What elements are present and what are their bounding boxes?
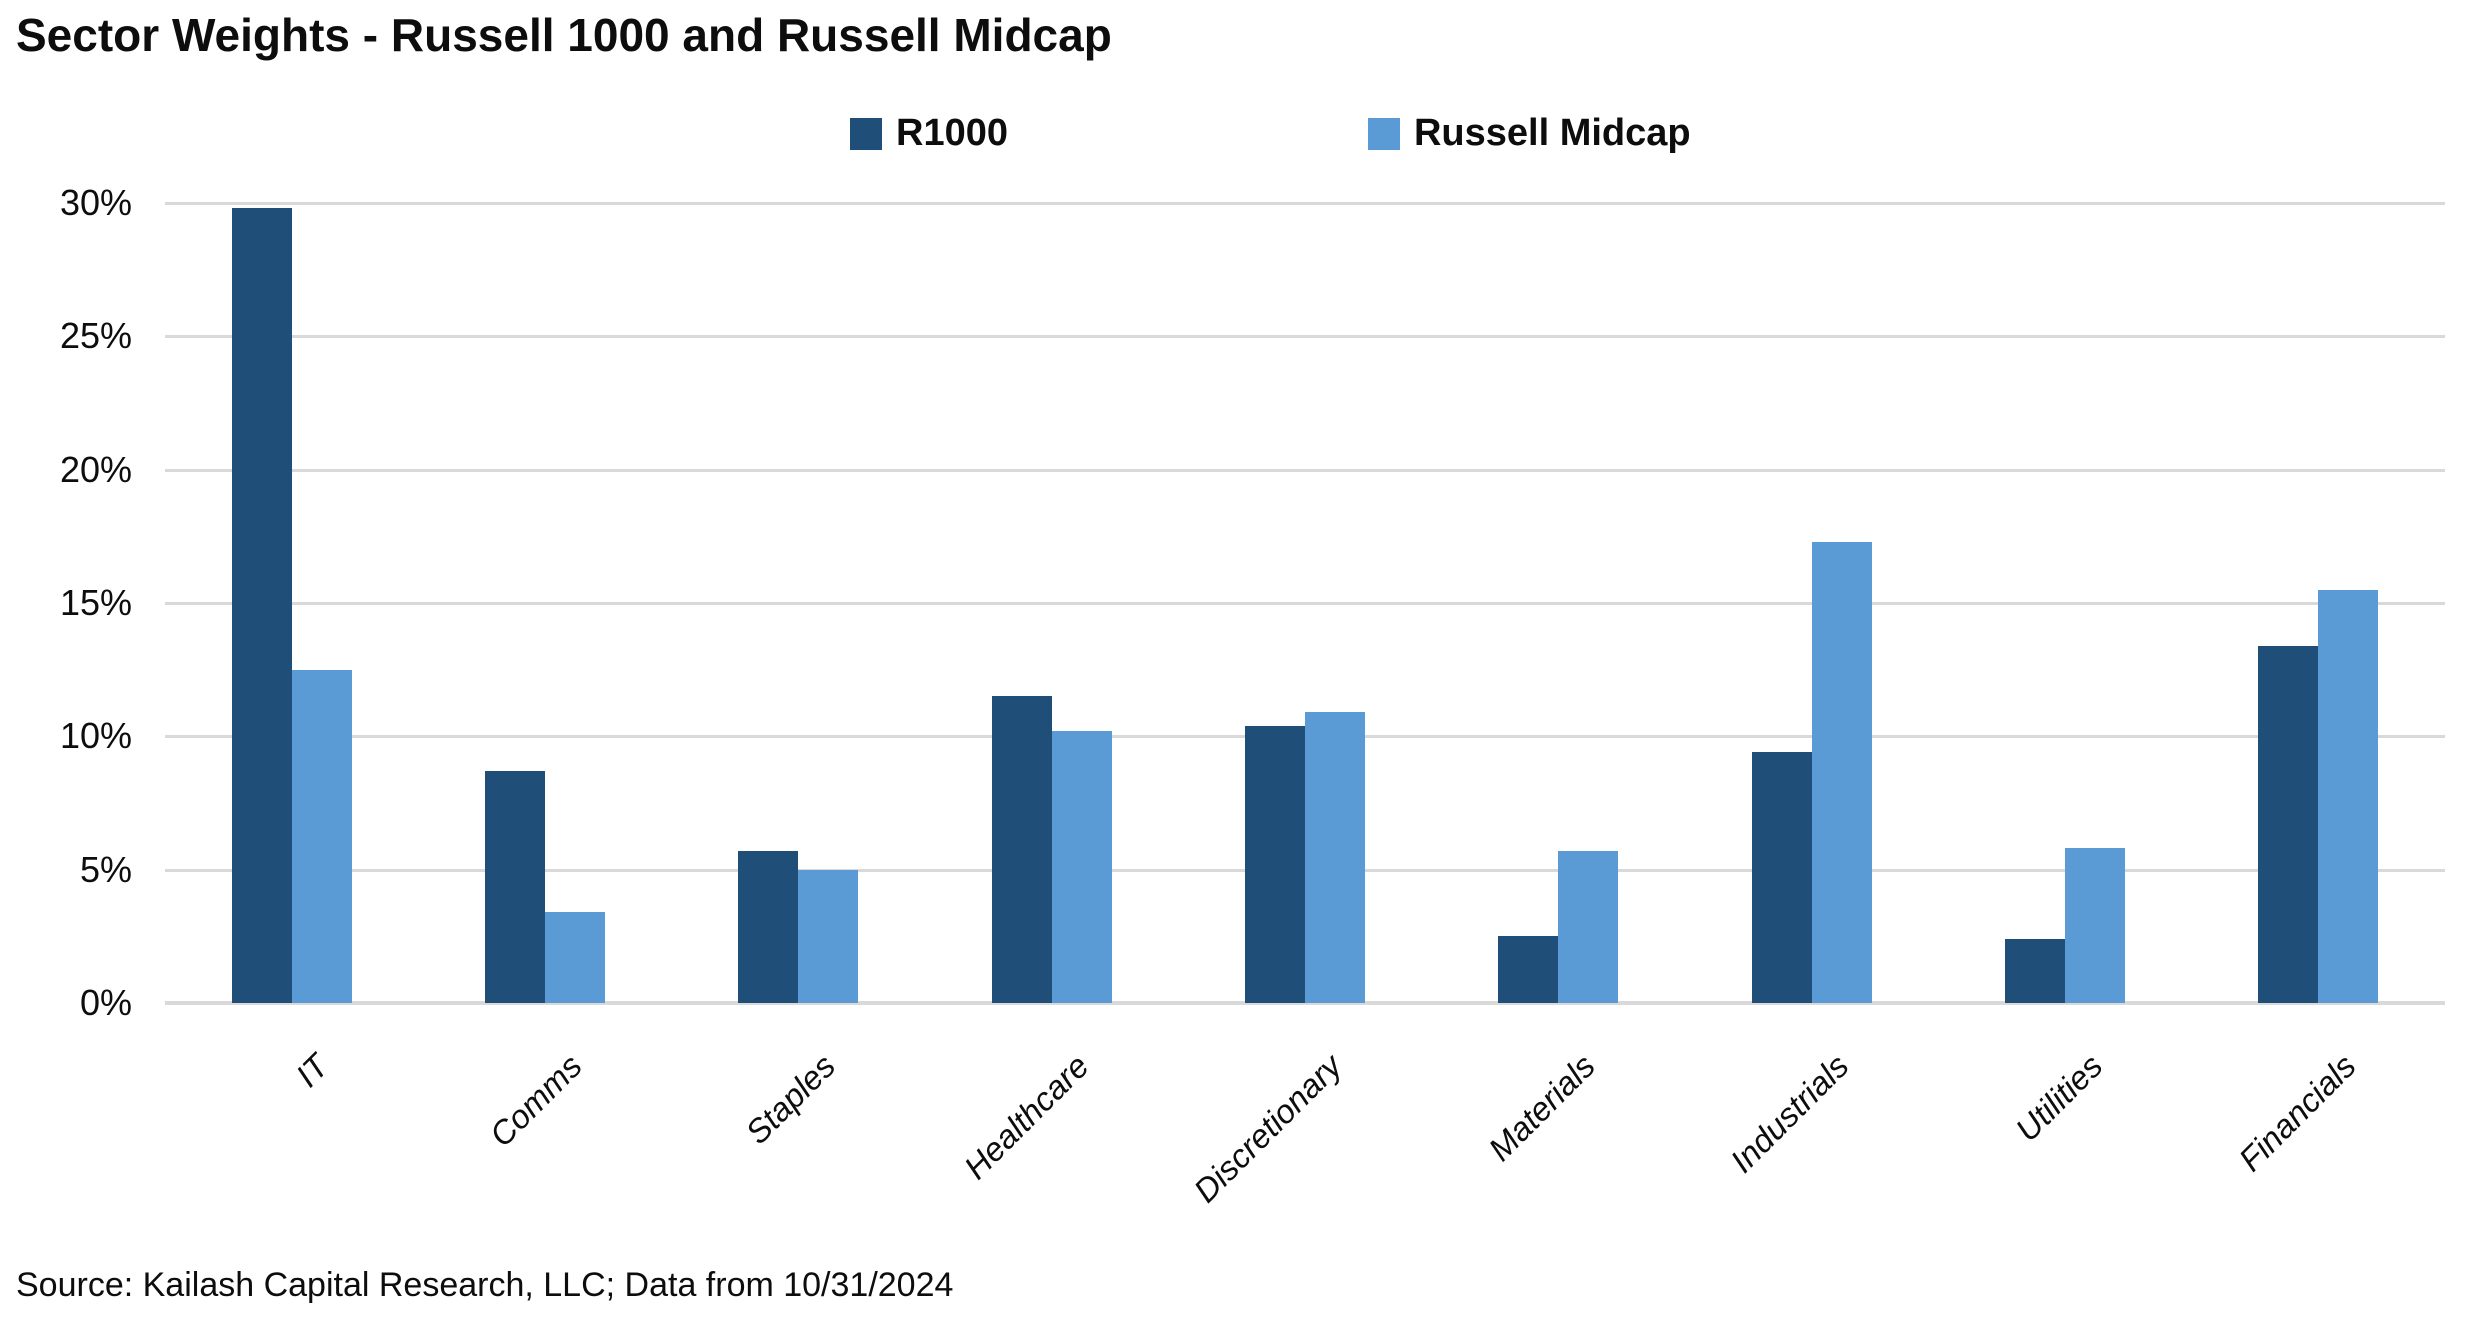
x-axis-label-comms: Comms [482,1047,590,1154]
x-axis-label-discretionary: Discretionary [1186,1047,1350,1210]
gridline [165,602,2445,605]
x-axis-label-financials: Financials [2231,1047,2363,1179]
y-tick-label: 20% [59,448,132,490]
bar-r1000-discretionary [1245,726,1305,1003]
bar-r1000-financials [2258,646,2318,1003]
legend-label-r1000: R1000 [896,112,1008,154]
legend-item-r1000: R1000 [850,112,1008,155]
x-axis-label-healthcare: Healthcare [956,1047,1096,1187]
x-axis-label-materials: Materials [1481,1047,1603,1168]
bar-r1000-industrials [1752,752,1812,1003]
bar-russell-midcap-materials [1558,851,1618,1003]
y-tick-label: 0% [79,982,132,1023]
legend-swatch-russell-midcap [1367,117,1400,150]
y-tick-label: 15% [59,582,132,623]
bar-r1000-comms [485,771,545,1003]
bar-r1000-utilities [2005,939,2065,1003]
legend-label-russell-midcap: Russell Midcap [1413,112,1691,154]
bar-russell-midcap-healthcare [1052,731,1112,1003]
bar-r1000-it [232,208,292,1003]
legend-item-russell-midcap: Russell Midcap [1367,112,1691,155]
x-axis-line [165,1001,2445,1005]
y-tick-label: 30% [59,182,132,223]
x-axis-label-utilities: Utilities [2007,1047,2110,1149]
chart-legend: R1000 Russell Midcap [850,112,1691,155]
bar-r1000-healthcare [992,696,1052,1003]
y-tick-label: 10% [59,715,132,757]
gridline [165,202,2445,205]
y-tick-label: 25% [59,315,132,357]
gridline [165,468,2445,472]
bar-r1000-materials [1498,936,1558,1003]
chart-title: Sector Weights - Russell 1000 and Russel… [16,9,1112,61]
bar-russell-midcap-comms [545,912,605,1003]
gridline [165,335,2445,339]
bar-r1000-staples [738,851,798,1003]
x-axis-label-it: IT [288,1047,336,1094]
bar-russell-midcap-discretionary [1305,712,1365,1003]
x-axis-label-industrials: Industrials [1723,1047,1856,1180]
bar-russell-midcap-industrials [1812,542,1872,1003]
source-note: Source: Kailash Capital Research, LLC; D… [16,1266,954,1304]
legend-swatch-r1000 [850,117,882,150]
y-tick-label: 5% [79,848,132,890]
bar-russell-midcap-financials [2318,590,2378,1003]
bar-russell-midcap-staples [798,870,858,1003]
x-axis-label-staples: Staples [738,1047,843,1151]
bar-russell-midcap-it [292,670,352,1003]
bar-russell-midcap-utilities [2065,848,2125,1003]
